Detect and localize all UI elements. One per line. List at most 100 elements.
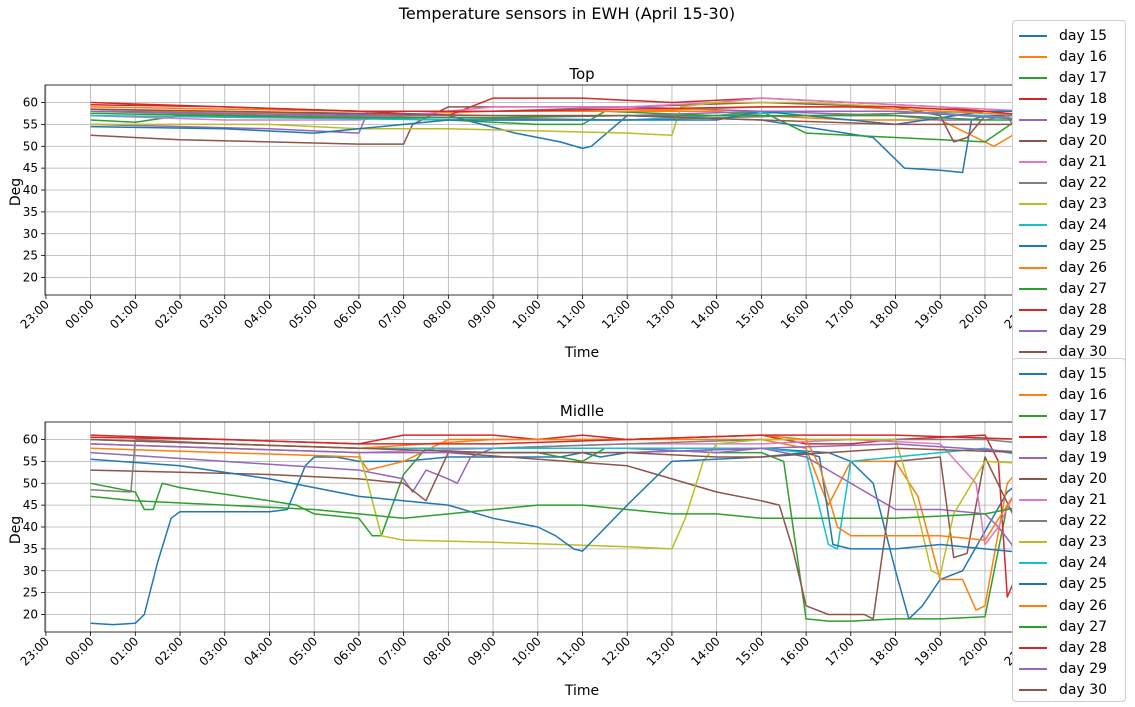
x-tick-label-middle: 19:00	[912, 634, 946, 668]
x-tick-label-top: 06:00	[331, 297, 365, 331]
legend-item: day 20	[1017, 130, 1125, 151]
x-tick-label-middle: 23:00	[18, 634, 52, 668]
legend-swatch	[1019, 414, 1047, 417]
legend-item: day 27	[1017, 278, 1125, 299]
legend-label: day 15	[1059, 27, 1108, 44]
legend-label: day 19	[1059, 111, 1108, 128]
legend-label: day 27	[1059, 280, 1108, 297]
legend-label: day 28	[1059, 301, 1108, 318]
y-tick-label-middle: 50	[23, 476, 38, 490]
legend-item: day 24	[1017, 215, 1125, 236]
x-tick-label-top: 18:00	[867, 297, 901, 331]
x-tick-label-middle: 03:00	[197, 634, 231, 668]
legend-label: day 25	[1059, 238, 1108, 255]
x-tick-label-top: 15:00	[733, 297, 767, 331]
legend-swatch	[1019, 287, 1047, 290]
series-line-day-27-top	[90, 112, 1102, 121]
legend-swatch	[1019, 97, 1047, 100]
legend-label: day 25	[1059, 576, 1108, 593]
legend-label: day 19	[1059, 449, 1108, 466]
x-tick-label-top: 03:00	[197, 297, 231, 331]
legend-label: day 17	[1059, 407, 1108, 424]
figure-title: Temperature sensors in EWH (April 15-30)	[398, 4, 735, 23]
legend-item: day 23	[1017, 194, 1125, 215]
y-tick-label-top: 30	[23, 227, 38, 241]
legend-item: day 30	[1017, 341, 1125, 362]
y-tick-label-middle: 20	[23, 608, 38, 622]
series-line-day-23-middle	[90, 438, 1102, 576]
legend-label: day 16	[1059, 48, 1108, 65]
legend-label: day 23	[1059, 196, 1108, 213]
x-tick-label-top: 02:00	[152, 297, 186, 331]
legend-swatch	[1019, 541, 1047, 544]
legend-item: day 27	[1017, 616, 1125, 637]
legend-item: day 24	[1017, 553, 1125, 574]
legend-label: day 24	[1059, 555, 1108, 572]
legend-swatch	[1019, 55, 1047, 58]
legend-item: day 17	[1017, 405, 1125, 426]
legend-swatch	[1019, 625, 1047, 628]
legend-item: day 28	[1017, 637, 1125, 658]
x-tick-label-top: 19:00	[912, 297, 946, 331]
legend-swatch	[1019, 118, 1047, 121]
legend-label: day 21	[1059, 154, 1108, 171]
series-line-day-15-middle	[90, 447, 1102, 626]
legend-item: day 29	[1017, 320, 1125, 341]
series-line-day-30-top	[90, 108, 1102, 130]
x-tick-label-middle: 05:00	[286, 634, 320, 668]
legend-swatch	[1019, 520, 1047, 523]
legend-swatch	[1019, 350, 1047, 353]
y-tick-label-top: 55	[23, 117, 38, 131]
legend-swatch	[1019, 266, 1047, 269]
legend-item: day 21	[1017, 490, 1125, 511]
legend-item: day 25	[1017, 574, 1125, 595]
x-tick-label-middle: 00:00	[62, 634, 96, 668]
legend-label: day 30	[1059, 343, 1108, 360]
legend-swatch	[1019, 499, 1047, 502]
x-axis-label-middle: Time	[564, 683, 599, 699]
legend-item: day 15	[1017, 363, 1125, 384]
x-tick-label-top: 16:00	[778, 297, 812, 331]
x-tick-label-middle: 09:00	[465, 634, 499, 668]
x-tick-label-top: 13:00	[644, 297, 678, 331]
legend-label: day 20	[1059, 471, 1108, 488]
legend-item: day 19	[1017, 447, 1125, 468]
x-tick-label-middle: 10:00	[510, 634, 544, 668]
x-tick-label-middle: 16:00	[778, 634, 812, 668]
y-axis-label-middle: Deg	[8, 516, 24, 544]
series-line-day-21-top	[90, 97, 1102, 121]
y-tick-label-middle: 60	[23, 433, 38, 447]
series-line-day-26-middle	[90, 434, 1102, 541]
x-tick-label-top: 11:00	[554, 297, 588, 331]
x-tick-label-top: 09:00	[465, 297, 499, 331]
y-tick-label-middle: 30	[23, 564, 38, 578]
legend-item: day 26	[1017, 595, 1125, 616]
series-line-day-17-middle	[90, 447, 1102, 622]
legend-label: day 21	[1059, 492, 1108, 509]
legend-label: day 20	[1059, 133, 1108, 150]
legend-swatch	[1019, 667, 1047, 670]
x-tick-label-top: 10:00	[510, 297, 544, 331]
legend-label: day 27	[1059, 618, 1108, 635]
legend-item: day 23	[1017, 532, 1125, 553]
legend-swatch	[1019, 562, 1047, 565]
x-tick-label-middle: 07:00	[375, 634, 409, 668]
legend-label: day 16	[1059, 386, 1108, 403]
legend-swatch	[1019, 329, 1047, 332]
y-tick-label-top: 35	[23, 205, 38, 219]
y-axis-label-top: Deg	[8, 178, 24, 206]
legend-label: day 17	[1059, 69, 1108, 86]
legend-item: day 30	[1017, 679, 1125, 700]
legend-label: day 28	[1059, 639, 1108, 656]
legend-item: day 28	[1017, 299, 1125, 320]
x-tick-label-top: 12:00	[599, 297, 633, 331]
legend-swatch	[1019, 308, 1047, 311]
y-tick-label-middle: 55	[23, 454, 38, 468]
legend-swatch	[1019, 76, 1047, 79]
x-tick-label-middle: 14:00	[688, 634, 722, 668]
legend-swatch	[1019, 224, 1047, 227]
legend-label: day 29	[1059, 660, 1108, 677]
y-tick-label-top: 40	[23, 183, 38, 197]
legend-swatch	[1019, 393, 1047, 396]
legend-label: day 22	[1059, 513, 1108, 530]
